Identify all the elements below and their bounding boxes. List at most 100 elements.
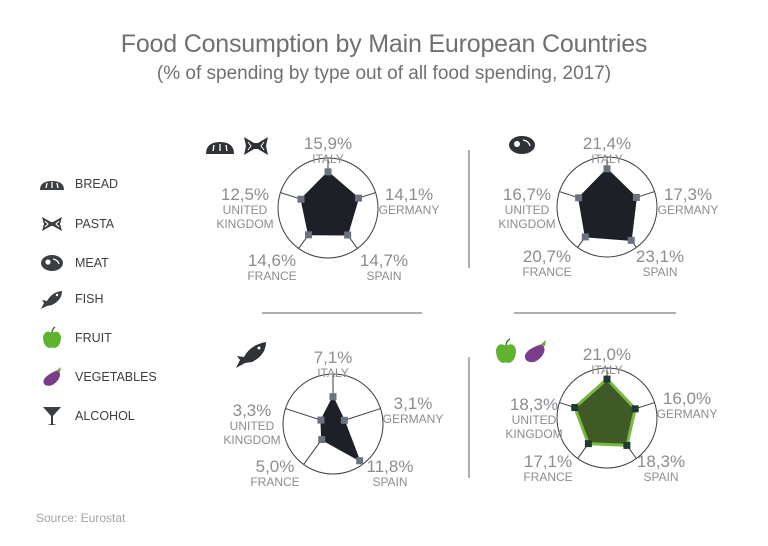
axis-label: UNITED [505, 203, 550, 217]
legend-item-meat: MEAT [38, 251, 238, 277]
data-point-marker [584, 440, 592, 448]
legend-item-vegetables: VEGETABLES [38, 365, 238, 391]
legend-label: ALCOHOL [75, 409, 135, 423]
axis-label: UNITED [223, 203, 268, 217]
axis-label: SPAIN [642, 265, 677, 279]
axis-label: FRANCE [523, 470, 572, 484]
legend-label: PASTA [75, 217, 115, 231]
data-point-marker [603, 165, 611, 173]
fish-icon [236, 342, 266, 368]
legend-item-bread: BREAD [38, 172, 238, 198]
eggplant-icon [43, 367, 61, 386]
axis-label: SPAIN [372, 475, 407, 489]
eggplant-icon [524, 340, 546, 363]
apple-icon [496, 338, 516, 363]
data-point-marker [603, 375, 611, 383]
chart-title: Food Consumption by Main European Countr… [120, 30, 648, 58]
data-label: 16,7% [503, 185, 551, 204]
axis-label: GERMANY [383, 412, 444, 426]
legend-item-fish: FISH [38, 287, 238, 313]
axis-label: ITALY [591, 363, 623, 377]
legend-label: BREAD [75, 177, 119, 191]
data-label: 21,4% [583, 134, 631, 153]
data-point-marker [324, 168, 332, 176]
legend-label: FISH [75, 292, 104, 306]
pasta-icon [42, 217, 62, 231]
meat-icon [41, 255, 63, 271]
radar-series-polygon [573, 377, 637, 447]
axis-label: UNITED [230, 419, 275, 433]
axis-label: FRANCE [522, 265, 571, 279]
chart-subtitle: (% of spending by type out of all food s… [156, 63, 612, 84]
radar-chart-fish: 7,1%ITALY 3,1%GERMANY 11,8%SPAIN 5,0%FRANCE… [223, 348, 443, 489]
data-label: 17,1% [524, 452, 572, 471]
data-label: 3,3% [233, 401, 272, 420]
fish-icon [41, 291, 62, 309]
axis-label: ITALY [591, 152, 623, 166]
radar-chart-meat: 21,4%ITALY 17,3%GERMANY 23,1%SPAIN 20,7%FRA… [498, 134, 718, 279]
data-label: 16,0% [663, 389, 711, 408]
data-point-marker [354, 194, 362, 202]
axis-label: GERMANY [658, 203, 719, 217]
radar-series-polygon [300, 171, 359, 236]
bread-icon [40, 181, 64, 190]
legend-label: FRUIT [75, 331, 112, 345]
data-label: 7,1% [314, 348, 353, 367]
data-label: 18,3% [637, 452, 685, 471]
legend-item-alcohol: ALCOHOL [38, 404, 238, 430]
axis-label: KINGDOM [223, 433, 280, 447]
data-point-marker [571, 404, 579, 412]
legend-item-pasta: PASTA [38, 212, 238, 238]
pasta-icon [244, 137, 268, 155]
axis-label: SPAIN [643, 470, 678, 484]
axis-label: SPAIN [366, 269, 401, 283]
data-point-marker [304, 231, 312, 239]
data-label: 20,7% [523, 247, 571, 266]
radar-series-polygon [320, 396, 361, 462]
data-label: 21,0% [583, 345, 631, 364]
data-label: 23,1% [636, 247, 684, 266]
meat-icon [509, 136, 535, 154]
radar-chart-fruit-vegetables: 21,0%ITALY16,0%GERMANY18,3%SPAIN17,1%FRA… [505, 345, 717, 484]
data-point-marker [623, 441, 631, 449]
axis-label: KINGDOM [216, 217, 273, 231]
legend-label: VEGETABLES [75, 370, 157, 384]
data-point-marker [297, 195, 305, 203]
source-note: Source: Eurostat [36, 511, 126, 525]
legend-label: MEAT [75, 256, 109, 270]
data-point-marker [318, 436, 326, 444]
data-point-marker [340, 416, 348, 424]
data-point-marker [317, 416, 325, 424]
data-label: 14,1% [385, 185, 433, 204]
data-label: 15,9% [304, 134, 352, 153]
axis-label: ITALY [317, 366, 349, 380]
axis-label: UNITED [512, 413, 557, 427]
axis-label: FRANCE [247, 269, 296, 283]
data-label: 14,6% [248, 251, 296, 270]
data-point-marker [344, 231, 352, 239]
data-label: 17,3% [664, 185, 712, 204]
data-label: 18,3% [510, 395, 558, 414]
radar-chart-bread-pasta: 15,9%ITALY 14,1%GERMANY 14,7%SPAIN 14,6%FRA… [216, 134, 439, 283]
data-point-marker [627, 236, 635, 244]
radar-series-polygon [578, 168, 637, 241]
data-label: 3,1% [394, 394, 433, 413]
data-point-marker [581, 233, 589, 241]
data-label: 12,5% [221, 185, 269, 204]
data-point-marker [356, 457, 364, 465]
axis-label: ITALY [312, 152, 344, 166]
axis-label: GERMANY [657, 407, 718, 421]
bread-icon [206, 142, 234, 154]
axis-label: FRANCE [250, 475, 299, 489]
data-point-marker [631, 405, 639, 413]
cocktail-glass-icon [43, 407, 61, 425]
data-label: 5,0% [256, 457, 295, 476]
axis-label: KINGDOM [498, 217, 555, 231]
data-point-marker [632, 193, 640, 201]
data-label: 14,7% [360, 251, 408, 270]
axis-label: KINGDOM [505, 427, 562, 441]
apple-icon [43, 326, 61, 348]
legend-item-fruit: FRUIT [38, 326, 238, 352]
data-point-marker [329, 393, 337, 401]
